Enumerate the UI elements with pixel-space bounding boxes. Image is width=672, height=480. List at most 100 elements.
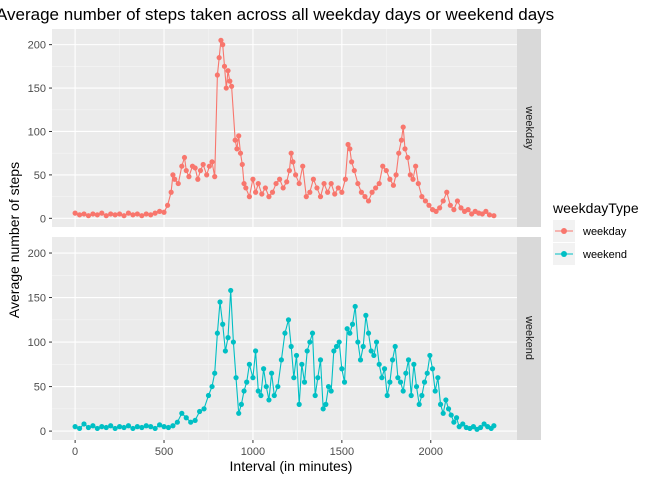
data-point-weekend xyxy=(192,417,198,424)
x-axis: 0 500 1000 1500 2000 xyxy=(72,440,443,458)
data-point-weekend xyxy=(384,392,390,399)
data-point-weekday xyxy=(200,161,206,168)
data-point-weekday xyxy=(426,202,432,208)
data-point-weekday xyxy=(72,210,78,216)
data-point-weekend xyxy=(403,370,409,376)
data-point-weekend xyxy=(209,383,215,390)
data-point-weekday xyxy=(358,189,365,195)
data-point-weekday xyxy=(103,213,109,219)
data-point-weekend xyxy=(282,330,288,336)
data-point-weekday xyxy=(310,176,316,182)
data-point-weekend xyxy=(255,388,261,394)
data-point-weekend xyxy=(228,287,234,294)
data-point-weekend xyxy=(246,361,252,367)
panel-weekday: weekday xyxy=(52,29,541,227)
legend-point-weekend xyxy=(561,251,567,257)
data-point-weekend xyxy=(317,357,324,363)
data-point-weekday xyxy=(390,182,397,188)
data-point-weekday xyxy=(355,180,361,187)
data-point-weekday xyxy=(335,185,341,191)
data-point-weekday xyxy=(76,212,83,218)
data-point-weekday xyxy=(447,202,453,208)
data-point-weekday xyxy=(321,180,327,187)
data-point-weekend xyxy=(258,392,264,399)
data-point-weekend xyxy=(448,412,454,418)
data-point-weekend xyxy=(269,370,275,376)
data-point-weekend xyxy=(134,424,140,430)
data-point-weekend xyxy=(344,326,350,332)
data-point-weekend xyxy=(309,330,316,336)
y-tick-label: 0 xyxy=(40,426,46,438)
data-point-weekday xyxy=(491,213,497,219)
data-point-weekday xyxy=(293,172,299,178)
data-point-weekday xyxy=(332,191,338,197)
legend-entries: weekday weekend xyxy=(553,220,627,265)
data-point-weekday xyxy=(458,205,464,211)
data-point-weekday xyxy=(486,212,493,218)
data-point-weekday xyxy=(228,83,235,89)
data-point-weekday xyxy=(94,212,100,218)
data-point-weekend xyxy=(357,357,364,363)
data-point-weekend xyxy=(81,421,87,427)
data-point-weekend xyxy=(241,388,247,394)
data-point-weekday xyxy=(232,137,238,143)
data-point-weekend xyxy=(371,352,377,359)
data-point-weekend xyxy=(328,388,334,394)
data-point-weekend xyxy=(333,343,340,350)
data-point-weekday xyxy=(121,213,127,219)
data-point-weekday xyxy=(183,167,189,174)
data-point-weekday xyxy=(161,209,167,215)
data-point-weekday xyxy=(253,189,259,195)
data-point-weekend xyxy=(183,415,189,421)
legend-title: weekdayType xyxy=(552,200,639,216)
data-point-weekend xyxy=(263,383,269,390)
data-point-weekend xyxy=(368,348,374,354)
data-point-weekend xyxy=(323,401,329,407)
data-point-weekday xyxy=(259,191,265,197)
data-point-weekday xyxy=(130,212,136,218)
data-point-weekend xyxy=(352,303,358,310)
data-point-weekend xyxy=(121,424,127,431)
data-point-weekday xyxy=(300,163,306,169)
data-point-weekend xyxy=(222,348,228,354)
data-point-weekend xyxy=(225,335,231,341)
data-point-weekend xyxy=(230,339,236,345)
data-point-weekend xyxy=(261,366,267,372)
data-point-weekday xyxy=(262,185,268,191)
x-tick-label: 1500 xyxy=(330,446,354,458)
data-point-weekday xyxy=(351,167,357,174)
data-point-weekend xyxy=(445,406,452,412)
data-point-weekday xyxy=(303,194,309,200)
data-point-weekend xyxy=(347,330,353,336)
data-point-weekday xyxy=(234,146,240,152)
data-point-weekday xyxy=(139,213,145,219)
data-point-weekend xyxy=(405,357,412,363)
data-point-weekend xyxy=(470,424,477,430)
legend-label-weekday: weekday xyxy=(582,226,627,238)
data-point-weekday xyxy=(225,68,231,74)
data-point-weekday xyxy=(243,185,249,191)
data-point-weekend xyxy=(477,424,484,431)
data-point-weekday xyxy=(250,176,256,182)
data-point-weekday xyxy=(317,194,324,200)
data-point-weekend xyxy=(139,424,145,431)
data-point-weekday xyxy=(328,180,334,187)
data-point-weekday xyxy=(444,189,450,195)
legend-point-weekday xyxy=(561,228,567,234)
data-point-weekend xyxy=(355,339,361,345)
data-point-weekday xyxy=(81,211,87,217)
data-point-weekday xyxy=(152,210,158,216)
data-point-weekend xyxy=(421,379,428,385)
data-point-weekday xyxy=(407,172,413,178)
x-axis-title: Interval (in minutes) xyxy=(230,458,353,474)
data-point-weekend xyxy=(299,361,305,367)
data-point-weekday xyxy=(227,78,233,84)
data-point-weekday xyxy=(437,205,443,211)
data-point-weekday xyxy=(172,176,178,182)
data-point-weekday xyxy=(204,172,210,178)
data-point-weekday xyxy=(220,42,226,48)
data-point-weekend xyxy=(389,357,396,363)
y-tick-label: 200 xyxy=(28,248,46,260)
y-tick-label: 0 xyxy=(40,213,46,225)
